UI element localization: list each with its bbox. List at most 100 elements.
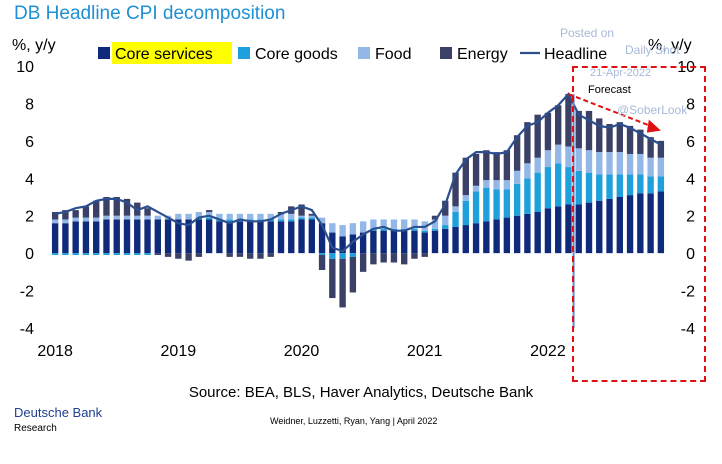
bar-cs xyxy=(647,193,654,254)
y-tick-right: 0 xyxy=(686,246,695,263)
bar-cg xyxy=(575,170,582,205)
legend-label-fd: Food xyxy=(375,46,411,63)
bar-cs xyxy=(185,219,192,254)
bar-cg xyxy=(144,253,151,256)
bar-fd xyxy=(308,215,315,218)
brand-name: Deutsche Bank xyxy=(14,405,103,420)
bar-cs xyxy=(555,206,562,254)
bar-cs xyxy=(370,230,377,254)
bar-en xyxy=(236,253,244,257)
bar-en xyxy=(390,253,398,263)
bar-cs xyxy=(51,223,59,254)
bar-cs xyxy=(339,236,346,254)
x-tick-label: 2019 xyxy=(161,343,197,360)
bar-en xyxy=(442,200,449,216)
watermark-posted-on: Posted on xyxy=(560,26,615,40)
forecast-box xyxy=(572,66,706,382)
bar-en xyxy=(154,253,161,256)
bar-en xyxy=(257,253,264,259)
y-tick-right: -2 xyxy=(681,284,695,301)
cpi-chart: Core services Core goods Food Energy Headlin… xyxy=(16,42,695,360)
bar-cs xyxy=(144,219,151,254)
x-tick-label: 2022 xyxy=(530,343,566,360)
bar-en xyxy=(164,253,172,257)
bar-cs xyxy=(596,200,603,254)
bar-en xyxy=(411,253,418,259)
bar-en xyxy=(82,206,90,218)
bar-en xyxy=(565,94,572,147)
bar-fd xyxy=(503,180,511,190)
legend-swatch-cs xyxy=(98,47,110,59)
bar-fd xyxy=(483,180,490,188)
bar-en xyxy=(575,110,582,149)
bar-cg xyxy=(616,174,623,197)
bar-en xyxy=(370,253,377,265)
bar-fd xyxy=(62,219,69,224)
bar-cs xyxy=(123,219,131,254)
bar-cg xyxy=(565,167,572,205)
bar-en xyxy=(93,200,100,218)
y-axis-label-right: %, y/y xyxy=(648,37,692,54)
bar-cs xyxy=(349,234,357,254)
bar-cg xyxy=(134,253,141,256)
bar-cg xyxy=(380,228,387,231)
y-tick-left: 8 xyxy=(25,96,34,113)
bar-cg xyxy=(657,176,665,192)
watermark-handle: @SoberLook xyxy=(617,103,688,117)
chart-title: DB Headline CPI decomposition xyxy=(14,3,286,24)
bar-fd xyxy=(103,215,110,220)
bar-en xyxy=(524,122,531,164)
bar-fd xyxy=(596,152,603,175)
bar-en xyxy=(51,211,59,220)
y-tick-left: 2 xyxy=(25,209,34,226)
bar-fd xyxy=(247,213,254,220)
bar-en xyxy=(637,129,644,154)
bar-cs xyxy=(113,219,120,254)
x-axis: 2018 2019 2020 2021 2022 xyxy=(37,343,565,360)
bar-cs xyxy=(216,221,223,254)
bar-cs xyxy=(534,211,541,254)
y-axis-left: 10 8 6 4 2 0 -2 -4 xyxy=(16,59,34,338)
bar-en xyxy=(113,197,120,216)
bar-fd xyxy=(370,219,377,229)
bar-fd xyxy=(123,215,131,220)
bar-cs xyxy=(247,221,254,254)
bar-fd xyxy=(452,206,459,212)
bar-fd xyxy=(339,225,346,237)
bar-en xyxy=(421,253,428,257)
bar-cg xyxy=(472,191,480,224)
legend-highlight xyxy=(112,42,232,64)
bar-cs xyxy=(390,230,398,254)
bar-fd xyxy=(216,213,223,220)
bar-cg xyxy=(493,189,500,220)
bar-fd xyxy=(534,157,541,173)
y-tick-right: -4 xyxy=(681,321,695,338)
legend-label-cg: Core goods xyxy=(255,46,338,63)
bar-cg xyxy=(72,253,79,256)
legend-swatch-en xyxy=(440,47,452,59)
bar-cs xyxy=(493,219,500,254)
bar-fd xyxy=(113,215,120,220)
bar-en xyxy=(534,114,541,158)
bar-fd xyxy=(134,215,141,220)
bar-en xyxy=(585,110,593,151)
y-tick-left: 6 xyxy=(25,134,34,151)
bar-en xyxy=(267,253,274,257)
bar-cg xyxy=(452,211,459,227)
bar-en xyxy=(103,197,110,216)
bar-fd xyxy=(575,148,582,171)
bar-en xyxy=(462,157,469,196)
y-tick-left: -4 xyxy=(20,321,34,338)
y-tick-right: 6 xyxy=(686,134,695,151)
bar-en xyxy=(596,118,603,153)
bar-en xyxy=(226,253,233,257)
bar-cs xyxy=(288,221,295,254)
bar-fd xyxy=(257,213,264,220)
bar-cg xyxy=(62,253,69,256)
y-axis-label-left: %, y/y xyxy=(12,37,56,54)
bar-en xyxy=(247,253,254,259)
bar-cg xyxy=(555,163,562,207)
bar-cs xyxy=(513,215,521,254)
bar-cs xyxy=(452,226,459,254)
bar-cs xyxy=(298,219,305,254)
